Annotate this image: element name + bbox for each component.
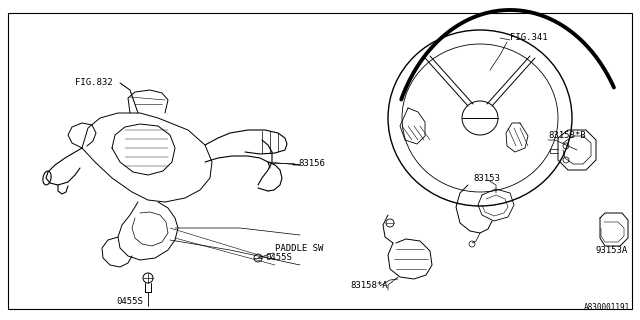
Text: FIG.341: FIG.341: [510, 33, 548, 42]
Text: 83153: 83153: [473, 173, 500, 182]
Text: A830001191: A830001191: [584, 303, 630, 313]
Text: 83156: 83156: [298, 158, 325, 167]
Text: 0455S: 0455S: [116, 298, 143, 307]
Text: FIG.832: FIG.832: [75, 77, 113, 86]
Text: 83158*A: 83158*A: [350, 281, 388, 290]
Text: 93153A: 93153A: [596, 245, 628, 254]
Text: PADDLE SW: PADDLE SW: [275, 244, 323, 252]
Text: 83158*B: 83158*B: [548, 131, 586, 140]
Text: 0455S: 0455S: [265, 253, 292, 262]
